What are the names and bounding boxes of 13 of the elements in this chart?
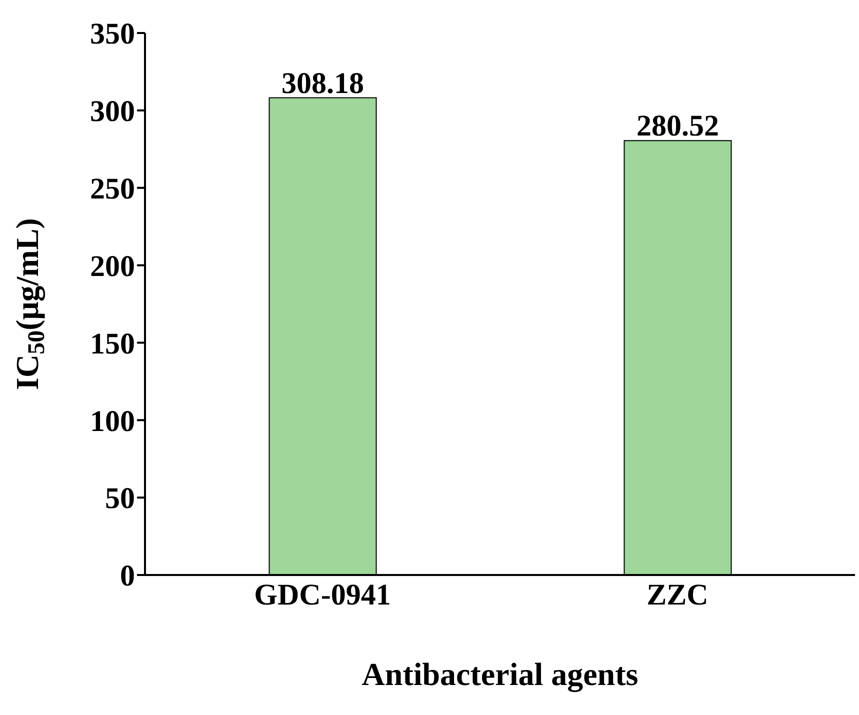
- x-axis-title: Antibacterial agents: [362, 656, 638, 693]
- y-tick-label: 100: [90, 404, 135, 438]
- y-tick-label: 350: [90, 18, 135, 51]
- x-tick-label: ZZC: [646, 578, 708, 612]
- y-tick-label: 50: [105, 482, 135, 516]
- y-tick-label: 0: [120, 560, 135, 593]
- y-tick-label: 250: [90, 172, 135, 206]
- x-tick-label: GDC-0941: [254, 578, 391, 612]
- y-tick-label: 200: [90, 250, 135, 283]
- y-tick-label: 150: [90, 327, 135, 360]
- data-label: 308.18: [282, 66, 364, 100]
- y-tick-label: 300: [90, 95, 135, 128]
- data-label: 280.52: [636, 110, 719, 143]
